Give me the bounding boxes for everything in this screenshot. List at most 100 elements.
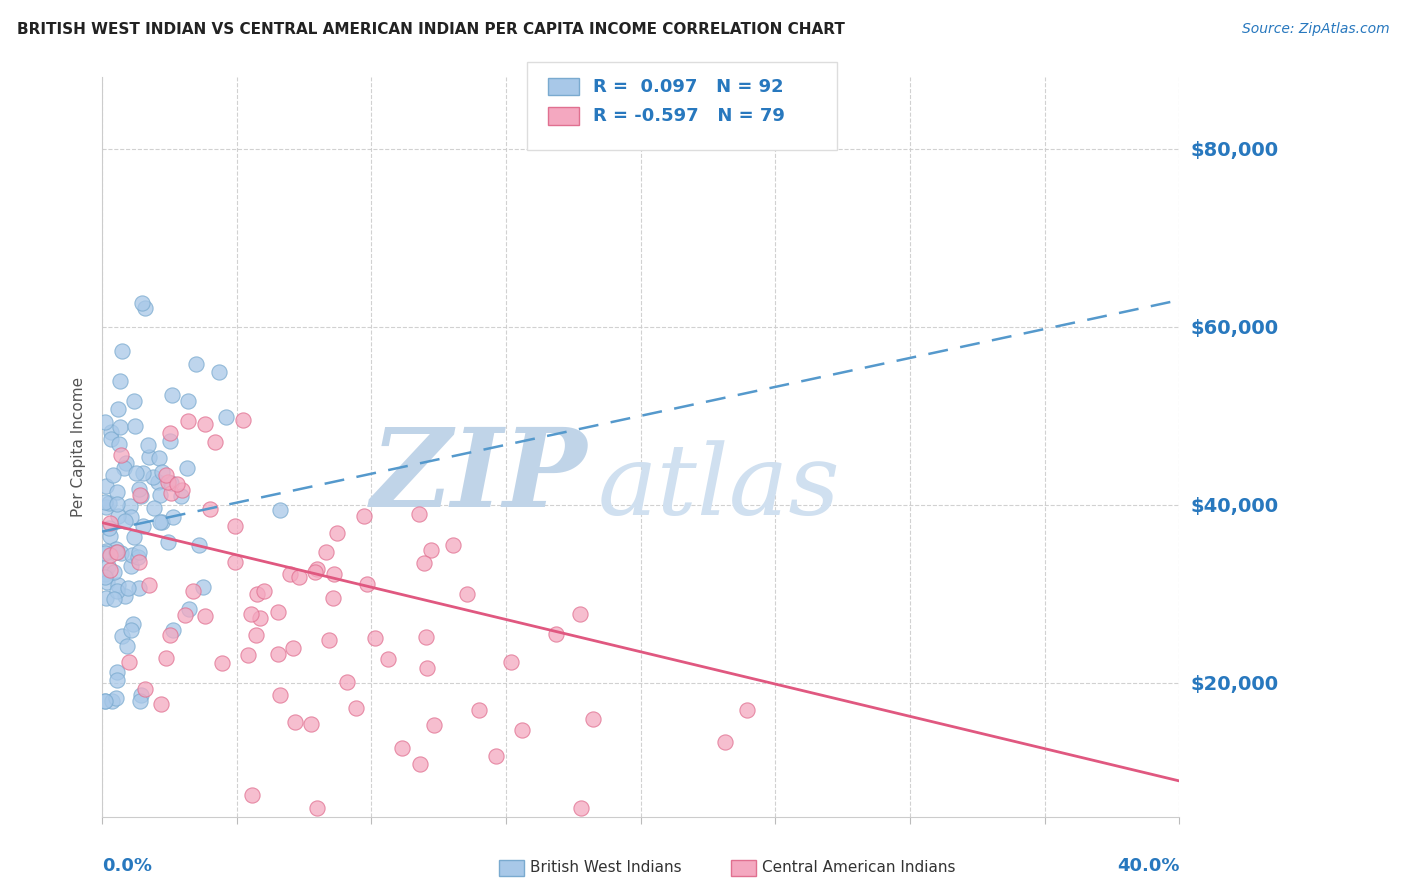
Point: [148, 450, 170, 465]
Text: BRITISH WEST INDIAN VS CENTRAL AMERICAN INDIAN PER CAPITA INCOME CORRELATION CHA: BRITISH WEST INDIAN VS CENTRAL AMERICAN …: [17, 22, 845, 37]
Point: [105, 484, 128, 499]
Point: [105, 541, 128, 556]
Point: [110, 546, 132, 560]
Point: [191, 580, 214, 594]
Point: [98, 548, 121, 562]
Point: [269, 502, 291, 516]
Point: [105, 544, 128, 558]
Point: [107, 401, 129, 416]
Point: [485, 749, 508, 764]
Point: [125, 466, 148, 480]
Point: [245, 628, 267, 642]
Point: [94, 694, 117, 708]
Point: [150, 466, 173, 480]
Point: [122, 616, 145, 631]
Point: [128, 694, 150, 708]
Point: [269, 688, 291, 702]
Point: [194, 609, 217, 624]
Point: [105, 673, 128, 687]
Point: [114, 589, 136, 603]
Point: [159, 426, 181, 441]
Point: [318, 632, 340, 647]
Point: [173, 607, 195, 622]
Point: [117, 582, 139, 596]
Point: [132, 518, 155, 533]
Point: [94, 694, 117, 708]
Point: [501, 655, 523, 669]
Point: [344, 701, 367, 715]
Point: [215, 410, 238, 425]
Point: [412, 556, 434, 570]
Point: [128, 545, 150, 559]
Point: [128, 556, 150, 570]
Point: [129, 489, 152, 503]
Point: [420, 543, 443, 558]
Point: [157, 535, 180, 549]
Point: [120, 559, 142, 574]
Point: [159, 486, 181, 500]
Point: [162, 510, 184, 524]
Point: [103, 565, 125, 579]
Point: [108, 420, 131, 434]
Point: [97, 559, 120, 574]
Point: [128, 581, 150, 595]
Point: [101, 694, 124, 708]
Point: [157, 475, 180, 489]
Point: [409, 757, 432, 772]
Point: [149, 515, 172, 529]
Point: [105, 690, 128, 705]
Point: [283, 641, 305, 656]
Point: [208, 366, 231, 380]
Point: [735, 703, 758, 717]
Point: [128, 482, 150, 496]
Point: [155, 651, 177, 665]
Point: [423, 718, 446, 732]
Point: [159, 434, 181, 448]
Point: [150, 698, 173, 712]
Point: [569, 800, 592, 814]
Point: [187, 538, 209, 552]
Point: [307, 800, 329, 814]
Point: [307, 562, 329, 576]
Text: R = -0.597   N = 79: R = -0.597 N = 79: [593, 107, 785, 125]
Point: [121, 548, 143, 562]
Point: [94, 546, 117, 560]
Point: [120, 499, 142, 513]
Point: [94, 567, 117, 582]
Point: [124, 418, 146, 433]
Point: [108, 437, 131, 451]
Point: [278, 566, 301, 581]
Point: [155, 468, 177, 483]
Point: [510, 723, 533, 738]
Point: [149, 488, 172, 502]
Point: [177, 394, 200, 409]
Point: [200, 502, 222, 516]
Point: [112, 460, 135, 475]
Point: [131, 296, 153, 310]
Point: [105, 497, 128, 511]
Point: [150, 515, 173, 529]
Point: [118, 656, 141, 670]
Point: [100, 432, 122, 446]
Point: [546, 626, 568, 640]
Point: [186, 357, 208, 371]
Point: [181, 584, 204, 599]
Point: [136, 438, 159, 452]
Point: [94, 495, 117, 509]
Point: [129, 488, 152, 502]
Point: [134, 681, 156, 696]
Point: [299, 717, 322, 731]
Point: [353, 509, 375, 524]
Text: British West Indians: British West Indians: [530, 860, 682, 874]
Text: ZIP: ZIP: [370, 423, 586, 531]
Point: [108, 374, 131, 388]
Point: [138, 578, 160, 592]
Point: [122, 530, 145, 544]
Point: [170, 489, 193, 503]
Point: [103, 468, 125, 483]
Text: atlas: atlas: [598, 440, 841, 535]
Point: [267, 605, 290, 619]
Point: [172, 483, 194, 497]
Point: [110, 448, 132, 462]
Point: [239, 607, 262, 622]
